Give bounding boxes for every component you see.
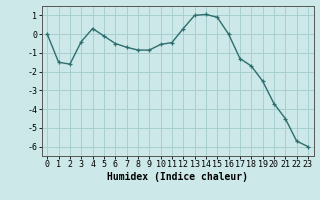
X-axis label: Humidex (Indice chaleur): Humidex (Indice chaleur) [107, 172, 248, 182]
